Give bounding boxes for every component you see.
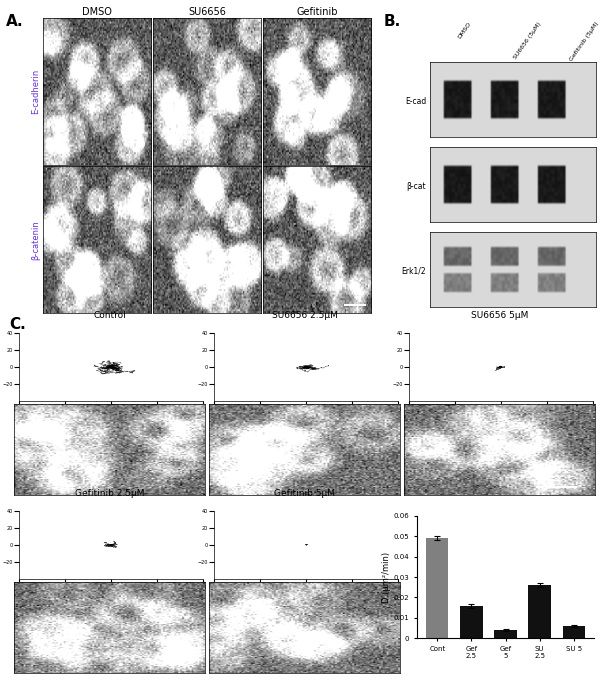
Bar [460,606,482,638]
Text: DMSO: DMSO [457,21,472,39]
Text: SU6656 2.5μM: SU6656 2.5μM [272,311,337,320]
Text: SU6656 (5μM): SU6656 (5μM) [513,21,542,59]
Bar [563,626,584,638]
Text: A.: A. [6,14,23,29]
Text: Control: Control [93,311,126,320]
Text: Gefitinib 5μM: Gefitinib 5μM [274,489,335,498]
Text: SU6656: SU6656 [188,7,226,17]
Text: Erk1/2: Erk1/2 [401,267,426,276]
Text: E-cad: E-cad [405,97,426,106]
Text: Gefitinib (5μM): Gefitinib (5μM) [569,21,600,62]
Bar [427,538,448,638]
Text: C.: C. [9,317,26,333]
Y-axis label: D (μm²/min): D (μm²/min) [382,551,391,602]
Bar [494,630,517,638]
Text: Gefitinib 2.5μM: Gefitinib 2.5μM [75,489,144,498]
Text: β-cat: β-cat [406,181,426,191]
Text: DMSO: DMSO [82,7,112,17]
Bar [529,585,551,638]
Text: E-cadherin: E-cadherin [32,69,41,114]
Text: Gefitinib: Gefitinib [296,7,338,17]
Text: β-catenin: β-catenin [32,220,41,259]
Text: SU6656 5μM: SU6656 5μM [471,311,528,320]
Text: B.: B. [384,14,401,29]
